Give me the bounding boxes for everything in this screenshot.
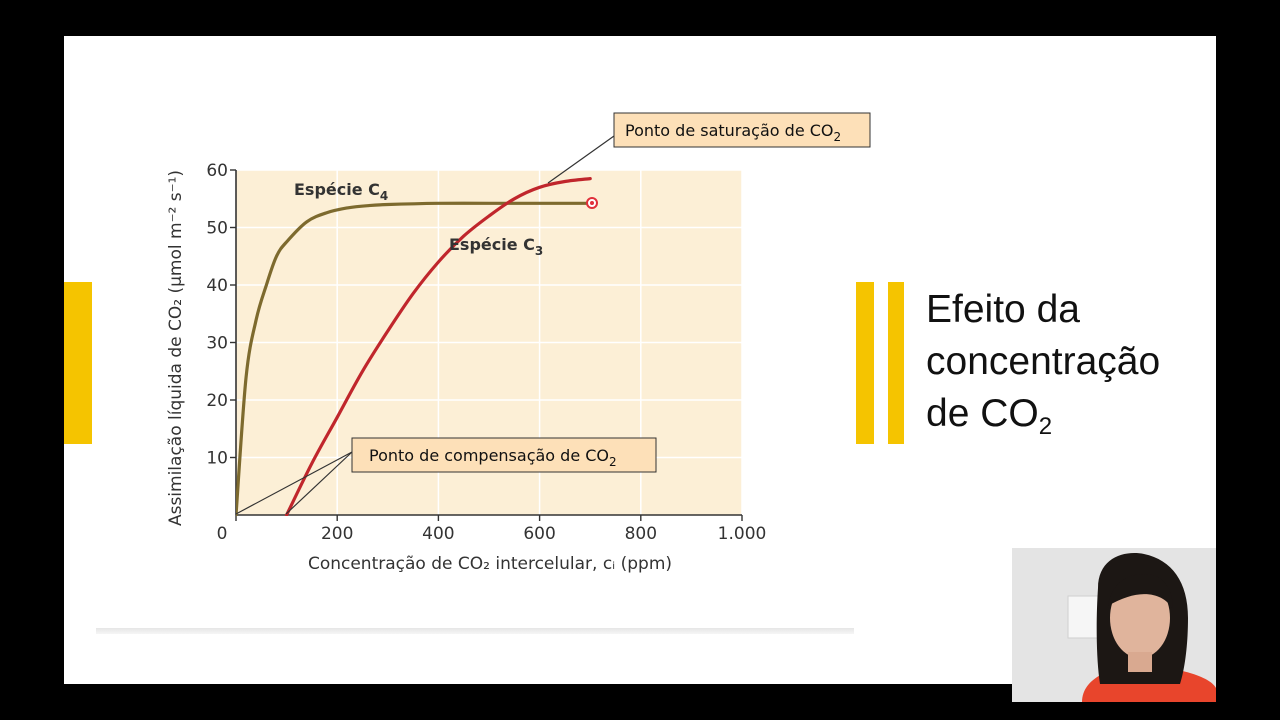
- series-line-c3: [285, 177, 592, 516]
- saturation-callout-sub: 2: [834, 130, 842, 144]
- x-tick-label: 1.000: [718, 524, 767, 544]
- presenter-video: [1012, 548, 1216, 702]
- y-tick-label: 10: [206, 449, 228, 469]
- saturation-callout: Ponto de saturação de CO2: [625, 121, 841, 144]
- slide-title-subscript: 2: [1038, 413, 1053, 440]
- series-group: [236, 177, 592, 516]
- y-tick-label: 40: [206, 276, 228, 296]
- pointer-dot: [590, 201, 594, 205]
- series-label-c3-sub: 3: [535, 244, 543, 258]
- y-axis-label: Assimilação líquida de CO₂ (μmol m⁻² s⁻¹…: [166, 170, 186, 526]
- x-tick-label: 0: [217, 524, 228, 544]
- y-tick-label: 30: [206, 334, 228, 354]
- ticks: 0 200 400 600 800 1.000 10 20 30 40 50 60: [206, 161, 766, 544]
- compensation-callout: Ponto de compensação de CO2: [369, 446, 617, 469]
- y-tick-label: 50: [206, 219, 228, 239]
- series-label-c4-sub: 4: [380, 189, 388, 203]
- slide-title: Efeito da concentração de CO2: [926, 284, 1206, 440]
- compensation-leader-c4: [235, 451, 353, 515]
- y-tick-label: 60: [206, 161, 228, 181]
- compensation-leader-c3: [285, 451, 353, 515]
- slide-title-text: Efeito da concentração de CO: [926, 288, 1161, 435]
- left-accent-bar: [64, 282, 92, 444]
- saturation-callout-box: [613, 112, 871, 148]
- x-tick-label: 800: [625, 524, 657, 544]
- x-tick-label: 400: [422, 524, 454, 544]
- chart-shadow: [96, 628, 854, 634]
- series-label-c4: Espécie C4: [294, 180, 388, 203]
- series-label-c3: Espécie C3: [449, 235, 543, 258]
- title-accent-bar-1: [856, 282, 874, 444]
- title-accent-bar-2: [888, 282, 904, 444]
- webcam-overlay: [1012, 548, 1216, 702]
- saturation-leader-line: [547, 135, 615, 184]
- x-tick-label: 600: [523, 524, 555, 544]
- series-label-c4-text: Espécie C: [294, 180, 380, 199]
- x-axis-label: Concentração de CO₂ intercelular, cᵢ (pp…: [308, 554, 672, 574]
- compensation-callout-box: [351, 437, 657, 473]
- y-tick-label: 20: [206, 391, 228, 411]
- series-label-c3-text: Espécie C: [449, 235, 535, 254]
- compensation-callout-sub: 2: [609, 455, 617, 469]
- series-line-c4: [236, 201, 592, 516]
- saturation-callout-text: Ponto de saturação de CO: [625, 121, 834, 140]
- compensation-callout-text: Ponto de compensação de CO: [369, 446, 609, 465]
- x-tick-label: 200: [321, 524, 353, 544]
